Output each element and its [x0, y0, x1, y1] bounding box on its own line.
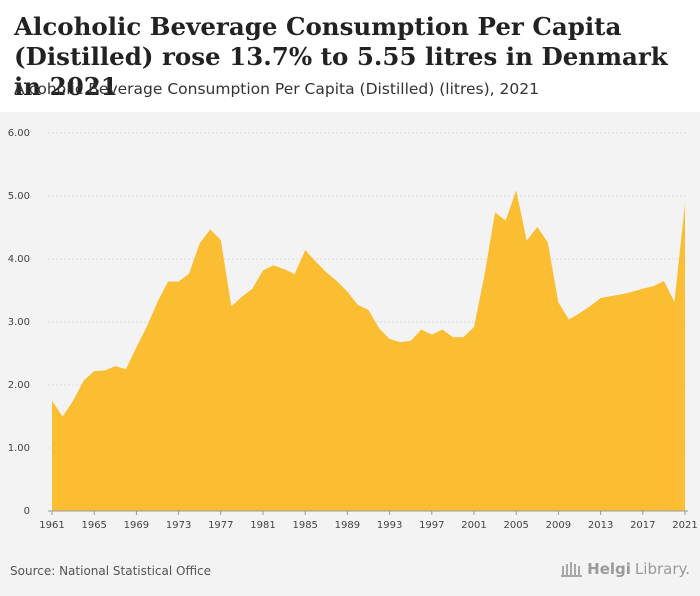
brand-logo: Helgi Library.: [561, 560, 690, 578]
x-tick-label: 2005: [503, 520, 528, 531]
x-tick-label: 1989: [335, 520, 360, 531]
area-fill: [52, 190, 685, 511]
y-tick-label: 3.00: [8, 317, 30, 328]
source-note: Source: National Statistical Office: [10, 564, 212, 578]
x-tick-label: 1981: [250, 520, 275, 531]
x-tick-label: 1985: [292, 520, 317, 531]
area-chart: 01.002.003.004.005.006.00 1961 1965 1969 19…: [8, 128, 698, 531]
x-tick-label: 1961: [39, 520, 64, 531]
chart-area: 0 1.00 2.00 3.00 4.00 5.00 6.00 1961 1965 1969 19…: [0, 112, 700, 542]
y-tick-label: 0: [24, 506, 30, 517]
x-tick-label: 2013: [588, 520, 613, 531]
x-tick-label: 1969: [124, 520, 149, 531]
x-tick-label: 1993: [377, 520, 402, 531]
brand-name-rest: Library.: [634, 560, 690, 578]
y-axis-ticks: 0 1.00 2.00 3.00 4.00 5.00 6.00: [8, 128, 30, 517]
x-axis-ticks: 1961 1965 1969 1973 1977 1981 1985 1989 1993 1997…: [39, 511, 698, 531]
y-tick-label: 5.00: [8, 191, 30, 202]
x-tick-label: 1965: [81, 520, 106, 531]
chart-subtitle: Alcoholic Beverage Consumption Per Capit…: [14, 80, 539, 98]
y-tick-label: 1.00: [8, 443, 30, 454]
x-tick-label: 1977: [208, 520, 233, 531]
x-tick-label: 2001: [461, 520, 486, 531]
x-tick-label: 1973: [166, 520, 191, 531]
y-tick-label: 2.00: [8, 380, 30, 391]
header: Alcoholic Beverage Consumption Per Capit…: [0, 0, 700, 112]
y-tick-label: 4.00: [8, 254, 30, 265]
y-tick-label: 6.00: [8, 128, 30, 139]
x-tick-label: 2021: [672, 520, 697, 531]
area-series: [48, 190, 688, 512]
x-tick-label: 2017: [630, 520, 655, 531]
x-tick-label: 2009: [546, 520, 571, 531]
page-title: Alcoholic Beverage Consumption Per Capit…: [14, 12, 668, 101]
brand-name-bold: Helgi: [587, 560, 631, 578]
x-tick-label: 1997: [419, 520, 444, 531]
library-icon: [561, 562, 583, 577]
